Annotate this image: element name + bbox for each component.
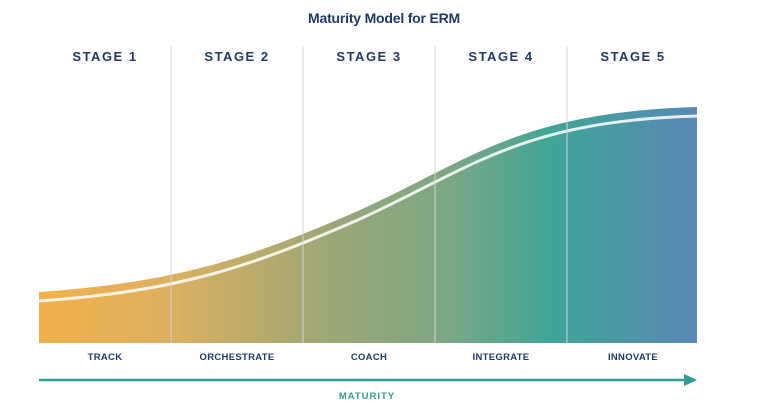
- phase-coach-label: COACH: [350, 352, 388, 363]
- stage-4-label: STAGE 4: [468, 49, 534, 64]
- maturity-arrow-head-icon: [684, 374, 697, 386]
- diagram-title: Maturity Model for ERM: [308, 10, 460, 26]
- phase-track-label: TRACK: [87, 352, 123, 363]
- stage-2-label: STAGE 2: [204, 49, 270, 64]
- phase-integrate-label: INTEGRATE: [472, 352, 530, 363]
- phase-orchestrate-label: ORCHESTRATE: [199, 352, 275, 363]
- stage-3-label: STAGE 3: [336, 49, 402, 64]
- stage-1-label: STAGE 1: [72, 49, 138, 64]
- phase-innovate-label: INNOVATE: [607, 352, 659, 363]
- stage-5-label: STAGE 5: [600, 49, 666, 64]
- maturity-curve-area: [39, 107, 697, 343]
- maturity-axis-label: MATURITY: [338, 391, 396, 402]
- maturity-curve-highlight: [38, 114, 698, 303]
